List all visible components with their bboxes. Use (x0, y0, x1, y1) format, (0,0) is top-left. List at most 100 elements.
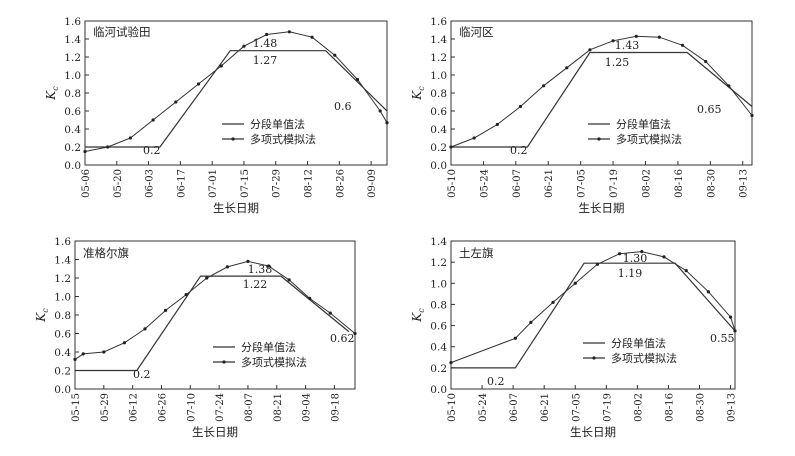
data-point (378, 109, 382, 113)
data-point (174, 100, 178, 104)
data-point (333, 53, 337, 57)
data-point (449, 360, 453, 365)
data-point (385, 121, 389, 125)
value-annotation: 1.48 (253, 37, 278, 50)
x-tick-label: 07-01 (208, 169, 219, 198)
y-tick-label: 0.8 (64, 88, 81, 100)
y-axis-label: Kc (410, 308, 426, 323)
y-tick-label: 0.2 (430, 142, 447, 154)
x-tick-label: 05-06 (81, 169, 92, 198)
series-line-segmented (451, 262, 736, 369)
x-tick-label: 07-24 (215, 393, 226, 422)
value-annotation: 0.6 (334, 100, 352, 113)
plot-frame (450, 20, 753, 166)
data-point (128, 136, 133, 140)
x-tick-label: 07-10 (186, 393, 197, 422)
x-axis-label: 生长日期 (213, 201, 259, 215)
data-point (662, 255, 666, 259)
series-line-polynomial (450, 35, 753, 148)
y-tick-label: 1.6 (64, 16, 81, 28)
value-annotation: 0.2 (487, 375, 505, 388)
chart-panel-4: 0.0 0.2 0.4 0.6 0.8 1.0 1.2 1.4 05-10 05-24 06-07 0… (410, 236, 738, 439)
legend-label: 多项式模拟法 (616, 132, 682, 146)
y-tick-label: 0.0 (430, 384, 447, 396)
data-point (225, 265, 229, 269)
value-annotation: 0.55 (710, 332, 735, 345)
x-tick-label: 09-13 (739, 169, 750, 198)
value-annotation: 1.27 (253, 54, 278, 67)
x-tick-label: 09-04 (302, 393, 313, 422)
data-point (83, 149, 87, 154)
y-tick-label: 0.4 (54, 347, 71, 359)
y-tick-label: 1.4 (430, 34, 447, 46)
data-point (618, 252, 622, 256)
value-annotation: 1.25 (605, 56, 630, 69)
data-point (595, 262, 600, 266)
data-point (287, 30, 291, 34)
value-annotation: 0.2 (143, 144, 161, 157)
data-point (287, 278, 291, 282)
data-point (246, 259, 250, 263)
data-point (73, 357, 77, 361)
data-point (81, 352, 85, 356)
panel-title: 临河区 (459, 25, 494, 39)
value-annotation: 1.19 (618, 267, 643, 280)
data-point (328, 311, 332, 315)
legend-label: 分段单值法 (616, 117, 671, 131)
chart-panel-1: 0.0 0.2 0.4 0.6 0.8 1.0 1.2 1.4 1.6 05-06 05-20 06-… (44, 16, 389, 215)
legend-label: 多项式模拟法 (250, 132, 316, 146)
series-line-segmented (451, 51, 753, 148)
data-point (640, 249, 644, 254)
legend-label: 分段单值法 (241, 340, 296, 354)
data-point (733, 329, 737, 333)
x-tick-label: 08-02 (641, 169, 652, 198)
data-point (518, 104, 523, 109)
data-point (219, 64, 223, 68)
x-tick-label: 08-16 (664, 393, 675, 422)
y-tick-label: 1.2 (430, 52, 447, 64)
y-tick-label: 0.8 (430, 299, 447, 311)
x-tick-label: 05-29 (100, 393, 111, 422)
data-point (750, 113, 754, 118)
data-point (106, 145, 110, 149)
y-tick-label: 0.6 (64, 106, 81, 118)
data-point (308, 296, 312, 300)
y-tick-label: 1.4 (54, 255, 71, 267)
x-tick-label: 08-21 (273, 393, 284, 422)
data-point (266, 264, 271, 268)
data-point (728, 315, 733, 319)
x-tick-label: 05-24 (478, 393, 489, 422)
data-point (265, 32, 269, 37)
data-point (529, 320, 533, 324)
y-axis-label: Kc (44, 86, 60, 101)
plot-frame (74, 240, 356, 390)
plot-frame (84, 20, 388, 166)
data-point (565, 66, 569, 70)
data-point (353, 331, 357, 336)
value-annotation: 0.65 (697, 103, 722, 116)
x-tick-label: 08-02 (633, 393, 644, 422)
data-point (184, 293, 188, 297)
x-tick-label: 08-30 (706, 169, 717, 198)
x-tick-label: 08-30 (696, 393, 707, 422)
x-tick-label: 08-16 (674, 169, 685, 198)
data-point (657, 35, 661, 39)
legend-marker (222, 360, 226, 364)
y-axis-label: Kc (410, 86, 426, 101)
y-tick-label: 1.6 (430, 16, 447, 28)
x-tick-label: 06-26 (157, 393, 168, 422)
data-point (513, 336, 517, 340)
legend-marker (592, 356, 596, 360)
data-point (196, 82, 201, 86)
x-tick-label: 06-07 (509, 393, 520, 422)
data-point (551, 300, 555, 304)
data-point (684, 269, 688, 273)
x-tick-label: 06-17 (176, 169, 187, 198)
data-point (588, 48, 592, 52)
y-tick-label: 1.2 (430, 257, 447, 269)
x-tick-label: 05-10 (447, 393, 458, 422)
x-tick-label: 07-29 (272, 169, 283, 198)
legend-marker (597, 137, 601, 141)
x-tick-label: 08-12 (304, 169, 315, 198)
y-tick-label: 0.0 (430, 160, 447, 172)
